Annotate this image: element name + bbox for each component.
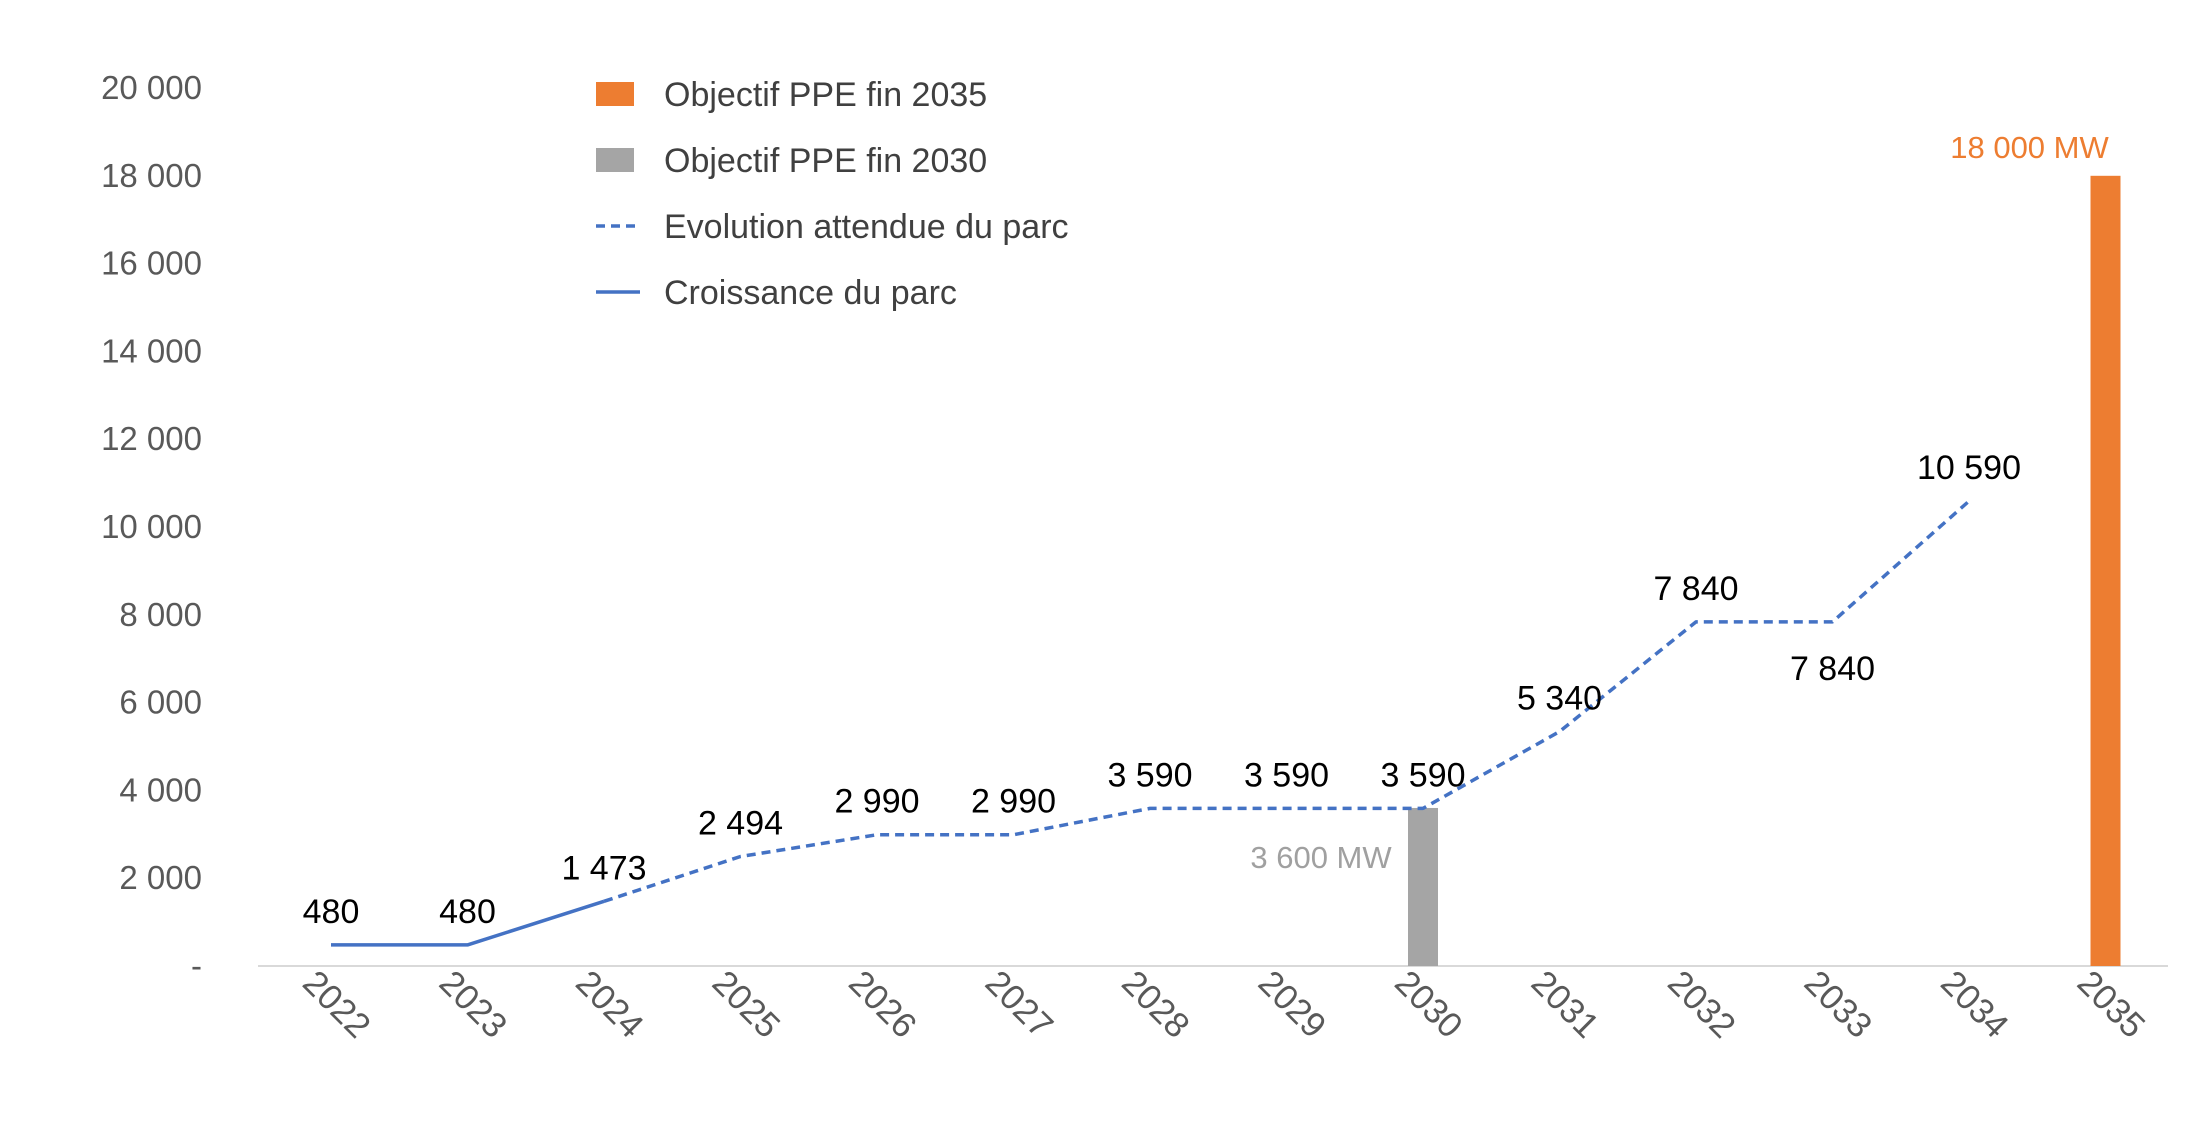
- data-label: 2 990: [834, 783, 919, 821]
- data-label: 7 840: [1790, 650, 1875, 688]
- x-tick-label: 2035: [2070, 963, 2153, 1046]
- legend: Objectif PPE fin 2035 Objectif PPE fin 20…: [596, 76, 1069, 312]
- x-tick-label: 2031: [1524, 963, 1607, 1046]
- x-tick-label: 2029: [1251, 963, 1334, 1046]
- y-tick-label: 8 000: [119, 596, 202, 633]
- y-tick-label: 6 000: [119, 684, 202, 721]
- y-tick-label: 14 000: [101, 332, 202, 369]
- legend-label: Objectif PPE fin 2035: [664, 76, 987, 114]
- x-tick-label: 2028: [1114, 963, 1197, 1046]
- x-tick-label: 2030: [1387, 963, 1470, 1046]
- x-tick-label: 2034: [1933, 963, 2016, 1046]
- y-tick-label: 20 000: [101, 69, 202, 106]
- y-tick-label: 16 000: [101, 245, 202, 282]
- x-tick-label: 2026: [841, 963, 924, 1046]
- x-tick-label: 2023: [432, 963, 515, 1046]
- data-labels: 480 480 1 473 2 494 2 990 2 990 3 590 3 590 3 59…: [303, 449, 2021, 931]
- data-label: 7 840: [1653, 570, 1738, 608]
- data-label: 2 494: [698, 805, 783, 843]
- x-tick-label: 2025: [705, 963, 788, 1046]
- x-tick-label: 2022: [295, 963, 378, 1046]
- y-tick-label: 4 000: [119, 771, 202, 808]
- solid-series-line: [331, 899, 605, 947]
- x-tick-label: 2032: [1660, 963, 1743, 1046]
- y-tick-label: 10 000: [101, 508, 202, 545]
- x-tick-label: 2033: [1797, 963, 1880, 1046]
- data-label: 3 590: [1380, 756, 1465, 794]
- data-label: 480: [439, 893, 496, 931]
- legend-label: Croissance du parc: [664, 274, 957, 312]
- legend-label: Evolution attendue du parc: [664, 208, 1069, 246]
- data-label: 5 340: [1517, 680, 1602, 718]
- bars: 3 600 MW 18 000 MW: [1250, 130, 2121, 967]
- bar: [1408, 807, 1438, 966]
- data-label: 10 590: [1917, 449, 2021, 487]
- lines: [331, 499, 1971, 947]
- dashed-series-line: [603, 499, 1971, 903]
- y-tick-label: 12 000: [101, 420, 202, 457]
- data-label: 1 473: [561, 849, 646, 887]
- data-label: 3 590: [1244, 756, 1329, 794]
- bar-label: 3 600 MW: [1250, 840, 1392, 875]
- y-tick-label: 2 000: [119, 859, 202, 896]
- legend-swatch: [596, 148, 634, 172]
- legend-label: Objectif PPE fin 2030: [664, 142, 987, 180]
- x-tick-label: 2024: [568, 963, 651, 1046]
- y-tick-label: -: [191, 947, 202, 984]
- data-label: 480: [303, 893, 360, 931]
- x-tick-label: 2027: [978, 963, 1061, 1046]
- bar-label: 18 000 MW: [1950, 130, 2109, 165]
- data-label: 3 590: [1107, 756, 1192, 794]
- y-tick-label: 18 000: [101, 157, 202, 194]
- axes: - 2 000 4 000 6 000 8 000 10 000 12 000 14 000 1…: [101, 69, 2168, 1046]
- data-label: 2 990: [971, 783, 1056, 821]
- bar: [2090, 175, 2121, 967]
- legend-swatch: [596, 82, 634, 106]
